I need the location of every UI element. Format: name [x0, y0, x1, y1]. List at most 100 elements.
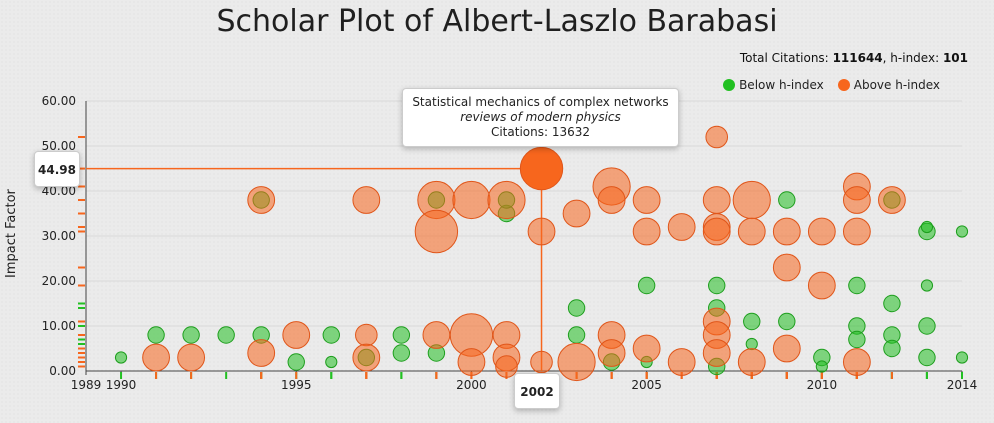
y-tick-label: 10.00 [42, 319, 76, 333]
below-hindex-point [322, 326, 340, 344]
below-hindex-point [778, 312, 796, 331]
below-hindex-point [392, 326, 411, 344]
tooltip-journal: reviews of modern physics [460, 110, 621, 124]
legend-label-below: Below h-index [739, 78, 824, 92]
above-hindex-point [632, 186, 661, 214]
above-hindex-point [422, 321, 451, 349]
above-hindex-point [702, 217, 731, 246]
x-tick-label: 2000 [456, 378, 487, 392]
x-tick-label: 1995 [281, 378, 312, 392]
below-hindex-point [815, 360, 828, 373]
above-hindex-point [842, 186, 871, 214]
below-hindex-point [325, 355, 338, 369]
above-hindex-point [807, 271, 836, 300]
below-hindex-point [743, 312, 761, 331]
hindex-value: 101 [942, 51, 968, 65]
y-tick-label: 40.00 [42, 184, 76, 198]
above-hindex-point [705, 125, 729, 149]
x-tick-label: 1989 [71, 378, 102, 392]
below-hindex-point [392, 344, 411, 362]
below-hindex-point [567, 326, 586, 344]
above-hindex-point [772, 334, 801, 363]
total-citations-value: 111644 [832, 51, 883, 65]
above-hindex-point [562, 199, 591, 228]
below-hindex-point [567, 299, 586, 317]
legend: Below h-index Above h-index [723, 78, 940, 92]
above-hindex-point [842, 217, 871, 246]
above-hindex-point [732, 180, 771, 220]
above-hindex-point [527, 217, 556, 246]
above-hindex-point [457, 348, 486, 376]
below-hindex-point [217, 326, 235, 344]
tooltip: Statistical mechanics of complex network… [402, 88, 679, 147]
above-hindex-point [667, 348, 696, 376]
total-citations-label: Total Citations: [739, 51, 829, 65]
above-hindex-point [597, 186, 626, 214]
x-tick-label: 2005 [631, 378, 662, 392]
legend-item-below[interactable]: Below h-index [723, 78, 824, 92]
below-hindex-point [114, 351, 128, 364]
above-hindex-point [597, 339, 626, 367]
legend-dot-below [723, 79, 736, 91]
chart-title: Scholar Plot of Albert-Laszlo Barabasi [216, 4, 778, 39]
x-tick-label: 2010 [807, 378, 838, 392]
below-hindex-point [745, 337, 758, 351]
y-tick-label: 30.00 [42, 229, 76, 243]
above-hindex-point [247, 186, 276, 214]
below-hindex-point [918, 317, 936, 335]
below-hindex-point [955, 351, 969, 364]
x-tick-label: 1990 [106, 378, 137, 392]
highlighted-point [519, 146, 564, 191]
tooltip-title: Statistical mechanics of complex network… [412, 95, 669, 109]
y-tick-label: 50.00 [42, 139, 76, 153]
citation-stats: Total Citations: 111644, h-index: 101 [740, 51, 968, 65]
below-hindex-point [848, 330, 866, 349]
y-tick-label: 60.00 [42, 94, 76, 108]
below-hindex-point [918, 348, 936, 367]
above-hindex-point [737, 217, 766, 246]
x-value-badge: 2002 [514, 373, 560, 409]
above-hindex-point [702, 339, 731, 367]
below-hindex-point [182, 326, 200, 344]
legend-label-above: Above h-index [853, 78, 940, 92]
above-hindex-point [495, 355, 518, 378]
above-hindex-point [667, 213, 696, 241]
above-hindex-point [414, 209, 459, 254]
below-hindex-point [848, 276, 866, 295]
above-hindex-point [632, 334, 661, 363]
below-hindex-point [637, 276, 656, 295]
above-hindex-point [842, 348, 871, 376]
below-hindex-point [883, 339, 901, 358]
above-hindex-point [177, 343, 206, 372]
hindex-label: , h-index: [882, 51, 940, 65]
above-hindex-point [772, 217, 801, 246]
above-hindex-point [772, 253, 801, 282]
y-tick-label: 20.00 [42, 274, 76, 288]
above-hindex-point [452, 180, 491, 220]
legend-item-above[interactable]: Above h-index [837, 78, 940, 92]
above-hindex-point [487, 180, 526, 220]
below-hindex-point [778, 191, 796, 209]
below-hindex-point [955, 225, 969, 238]
above-hindex-point [737, 348, 766, 376]
below-hindex-point [287, 353, 305, 371]
above-hindex-point [352, 186, 381, 214]
above-hindex-point [352, 343, 381, 372]
above-hindex-point [702, 186, 731, 214]
above-hindex-point [807, 217, 836, 246]
above-hindex-point [632, 217, 661, 246]
below-hindex-point [708, 276, 726, 295]
above-hindex-point [282, 321, 311, 349]
legend-dot-above [837, 79, 850, 91]
above-hindex-point [878, 186, 906, 214]
below-hindex-point [920, 279, 934, 292]
above-hindex-point [142, 343, 170, 372]
below-hindex-point [883, 294, 901, 313]
tooltip-citations: Citations: 13632 [490, 125, 591, 139]
above-hindex-point [247, 339, 276, 367]
below-hindex-point [147, 326, 165, 344]
x-tick-label: 2014 [947, 378, 978, 392]
y-value-badge: 44.98 [34, 151, 80, 187]
above-hindex-point [530, 350, 553, 374]
